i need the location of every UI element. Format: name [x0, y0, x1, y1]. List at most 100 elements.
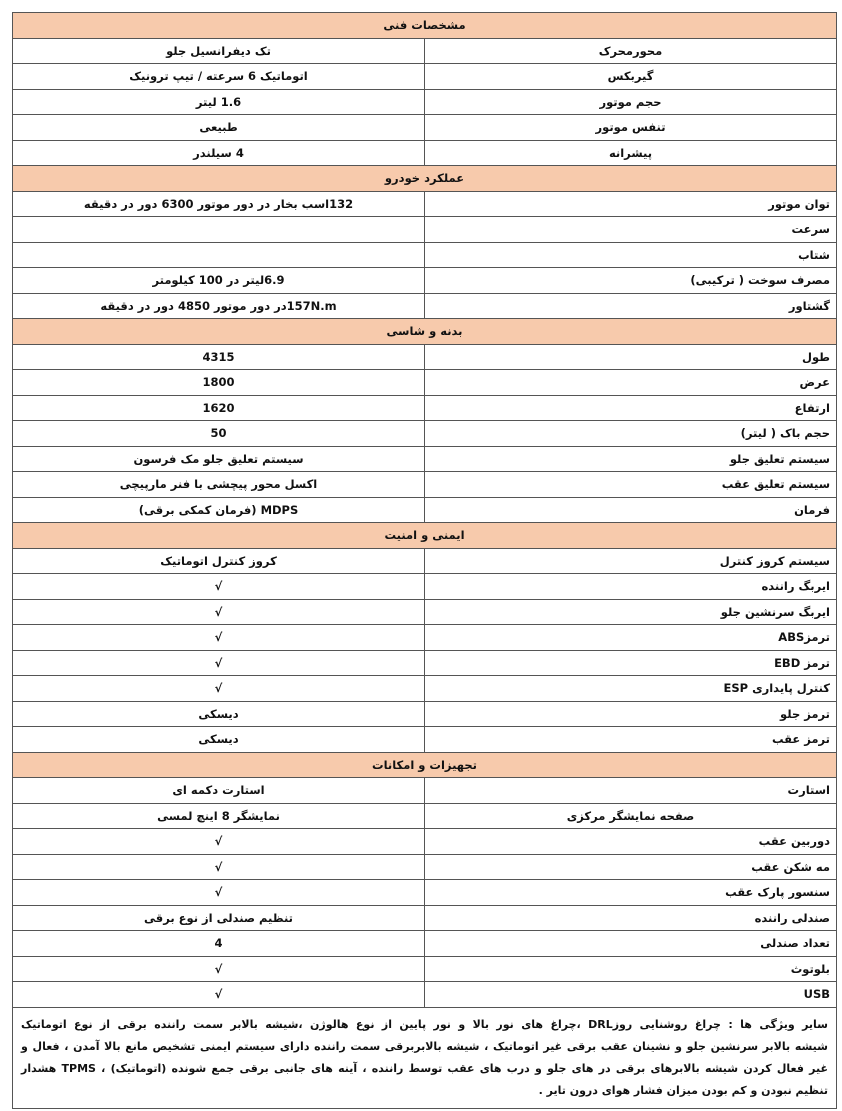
spec-label: ایربگ راننده — [424, 573, 837, 600]
spec-row: مه شکن عقب √ — [12, 853, 837, 880]
spec-row: بلوتوث √ — [12, 955, 837, 982]
spec-value: طبیعی — [12, 114, 425, 141]
spec-label: ترمز جلو — [424, 700, 837, 727]
spec-row: سنسور پارک عقب √ — [12, 879, 837, 906]
spec-value: 157N.mدر دور موتور 4850 دور در دقیقه — [12, 292, 425, 319]
spec-value: تک دیفرانسیل جلو — [12, 37, 425, 64]
note-line: شیشه بالابر سرنشین جلو و نشینان عقب برقی… — [21, 1039, 828, 1053]
spec-label: سیستم تعلیق جلو — [424, 445, 837, 472]
spec-value: √ — [12, 573, 425, 600]
spec-value: استارت دکمه ای — [12, 777, 425, 804]
note-line: سایر ویژگی ها : چراغ روشنایی روزDRL ،چرا… — [21, 1017, 828, 1031]
spec-label: پیشرانه — [424, 139, 837, 166]
spec-value: 132اسب بخار در دور موتور 6300 دور در دقی… — [12, 190, 425, 217]
spec-row: ایربگ سرنشین جلو √ — [12, 598, 837, 625]
spec-row: طول 4315 — [12, 343, 837, 370]
spec-value: √ — [12, 853, 425, 880]
spec-value: 4 سیلندر — [12, 139, 425, 166]
spec-row: ترمز EBD √ — [12, 649, 837, 676]
spec-row: مصرف سوخت ( ترکیبی) 6.9لیتر در 100 کیلومت… — [12, 267, 837, 294]
spec-value: 4 — [12, 930, 425, 957]
spec-row: ایربگ راننده √ — [12, 573, 837, 600]
section-row: عملکرد خودرو — [12, 165, 837, 192]
spec-row: فرمان MDPS (فرمان کمکی برقی) — [12, 496, 837, 523]
spec-value: کروز کنترل اتوماتیک — [12, 547, 425, 574]
spec-label: تعداد صندلی — [424, 930, 837, 957]
section-row: مشخصات فنی — [12, 12, 837, 39]
spec-row: سرعت — [12, 216, 837, 243]
section-title: عملکرد خودرو — [12, 165, 837, 192]
spec-label: گیربکس — [424, 63, 837, 90]
spec-value: √ — [12, 675, 425, 702]
spec-label: صفحه نمایشگر مرکزی — [424, 802, 837, 829]
spec-value: سیستم تعلیق جلو مک فرسون — [12, 445, 425, 472]
spec-value: دیسکی — [12, 726, 425, 753]
spec-value: اکسل محور پیچشی با فنر مارپیچی — [12, 471, 425, 498]
spec-label: ترمزABS — [424, 624, 837, 651]
spec-row: پیشرانه 4 سیلندر — [12, 139, 837, 166]
spec-label: سیستم تعلیق عقب — [424, 471, 837, 498]
spec-value: 1800 — [12, 369, 425, 396]
spec-label: مصرف سوخت ( ترکیبی) — [424, 267, 837, 294]
spec-label: ترمز EBD — [424, 649, 837, 676]
spec-label: عرض — [424, 369, 837, 396]
spec-label: ترمز عقب — [424, 726, 837, 753]
spec-row: صفحه نمایشگر مرکزی نمایشگر 8 اینچ لمسی — [12, 802, 837, 829]
spec-value: √ — [12, 955, 425, 982]
note-line: تنظیم نبودن و کم بودن میزان فشار هوای در… — [538, 1083, 828, 1097]
spec-label: استارت — [424, 777, 837, 804]
spec-row: گشتاور 157N.mدر دور موتور 4850 دور در دقی… — [12, 292, 837, 319]
spec-label: دوربین عقب — [424, 828, 837, 855]
spec-value: √ — [12, 624, 425, 651]
section-title: ایمنی و امنیت — [12, 522, 837, 549]
spec-row: حجم موتور 1.6 لیتر — [12, 88, 837, 115]
spec-label: بلوتوث — [424, 955, 837, 982]
spec-label: صندلی راننده — [424, 904, 837, 931]
spec-row: دوربین عقب √ — [12, 828, 837, 855]
spec-value: اتوماتیک 6 سرعته / تیپ ترونیک — [12, 63, 425, 90]
spec-row: کنترل پایداری ESP √ — [12, 675, 837, 702]
spec-row: گیربکس اتوماتیک 6 سرعته / تیپ ترونیک — [12, 63, 837, 90]
spec-value: 1.6 لیتر — [12, 88, 425, 115]
spec-label: ارتفاع — [424, 394, 837, 421]
spec-label: شتاب — [424, 241, 837, 268]
spec-label: سیستم کروز کنترل — [424, 547, 837, 574]
spec-value: 4315 — [12, 343, 425, 370]
spec-value: MDPS (فرمان کمکی برقی) — [12, 496, 425, 523]
spec-value — [12, 216, 425, 243]
spec-row: محورمحرک تک دیفرانسیل جلو — [12, 37, 837, 64]
spec-label: مه شکن عقب — [424, 853, 837, 880]
spec-row: ترمزABS √ — [12, 624, 837, 651]
spec-value: √ — [12, 598, 425, 625]
section-row: بدنه و شاسی — [12, 318, 837, 345]
spec-row: توان موتور 132اسب بخار در دور موتور 6300 … — [12, 190, 837, 217]
section-row: تجهیزات و امکانات — [12, 751, 837, 778]
spec-label: محورمحرک — [424, 37, 837, 64]
spec-value: دیسکی — [12, 700, 425, 727]
spec-value: تنظیم صندلی از نوع برقی — [12, 904, 425, 931]
spec-row: حجم باک ( لیتر) 50 — [12, 420, 837, 447]
spec-row: استارت استارت دکمه ای — [12, 777, 837, 804]
spec-value: √ — [12, 828, 425, 855]
spec-label: ایربگ سرنشین جلو — [424, 598, 837, 625]
spec-row: شتاب — [12, 241, 837, 268]
spec-row: عرض 1800 — [12, 369, 837, 396]
spec-value: 50 — [12, 420, 425, 447]
spec-value: √ — [12, 649, 425, 676]
spec-label: فرمان — [424, 496, 837, 523]
spec-label: حجم موتور — [424, 88, 837, 115]
spec-label: حجم باک ( لیتر) — [424, 420, 837, 447]
spec-label: طول — [424, 343, 837, 370]
section-title: مشخصات فنی — [12, 12, 837, 39]
spec-table: مشخصات فنی محورمحرک تک دیفرانسیل جلو گیربکس… — [12, 12, 837, 1008]
spec-row: تنفس موتور طبیعی — [12, 114, 837, 141]
note: سایر ویژگی ها : چراغ روشنایی روزDRL ،چرا… — [12, 1007, 837, 1109]
spec-label: تنفس موتور — [424, 114, 837, 141]
spec-value: √ — [12, 981, 425, 1008]
spec-row: سیستم تعلیق عقب اکسل محور پیچشی با فنر ما… — [12, 471, 837, 498]
spec-row: سیستم کروز کنترل کروز کنترل اتوماتیک — [12, 547, 837, 574]
spec-document: مشخصات فنی محورمحرک تک دیفرانسیل جلو گیربکس… — [12, 12, 837, 1109]
spec-row: سیستم تعلیق جلو سیستم تعلیق جلو مک فرسون — [12, 445, 837, 472]
spec-row: ترمز عقب دیسکی — [12, 726, 837, 753]
